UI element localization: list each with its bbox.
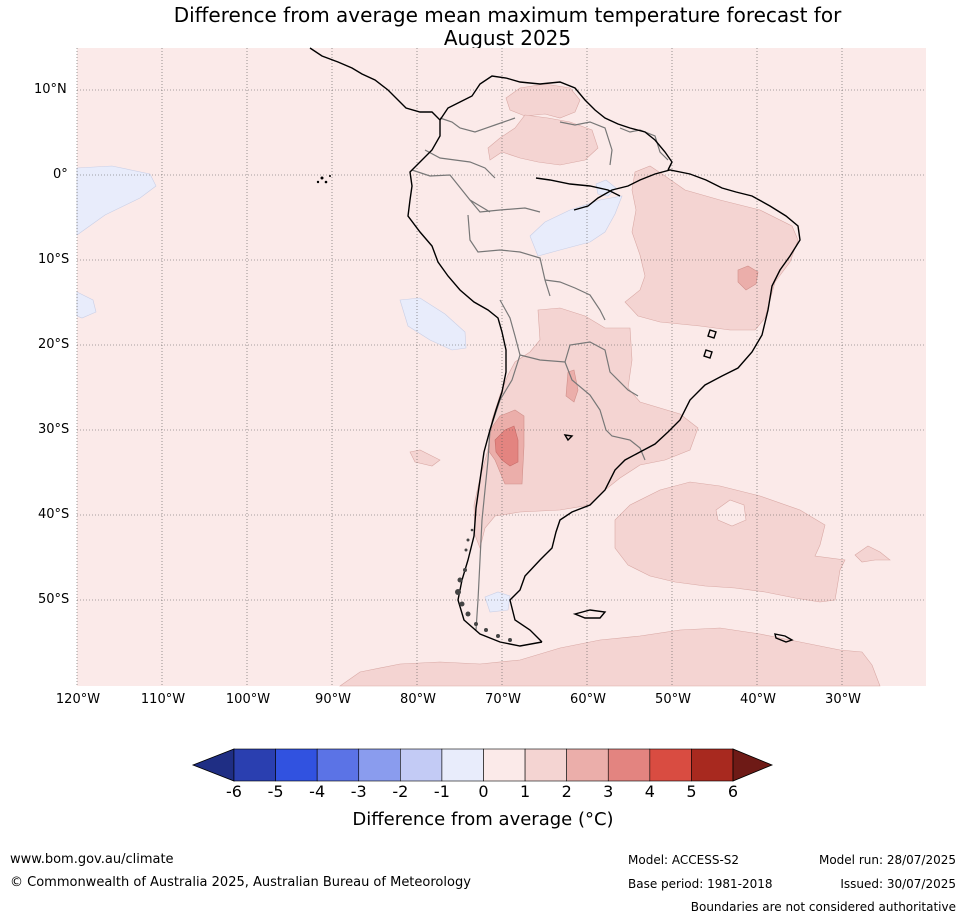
chile-archipelago — [455, 528, 512, 642]
lon-label-40w: 40°W — [740, 692, 776, 707]
footer-model-run: Model run: 28/07/2025 — [818, 853, 956, 867]
lat-label-50s: 50°S — [38, 592, 70, 607]
lon-label-70w: 70°W — [485, 692, 521, 707]
lat-label-30s: 30°S — [38, 422, 70, 437]
colorbar-tick-label: 5 — [686, 782, 697, 801]
colorbar-tick-label: 4 — [644, 782, 655, 801]
colorbar-tick-label: -5 — [267, 782, 284, 801]
colorbar-tick-label: -2 — [392, 782, 409, 801]
colorbar-extend-high — [732, 748, 774, 782]
colorbar-segment — [566, 748, 609, 782]
lon-label-50w: 50°W — [655, 692, 691, 707]
country-borders — [411, 117, 669, 631]
colorbar-title: Difference from average (°C) — [352, 809, 614, 830]
colorbar-segment — [649, 748, 692, 782]
colorbar-segment — [400, 748, 443, 782]
lat-label-10s: 10°S — [38, 252, 70, 267]
footer-issued: Issued: 30/07/2025 — [840, 877, 956, 891]
title-line-2: August 2025 — [443, 26, 572, 50]
footer-copyright: © Commonwealth of Australia 2025, Austra… — [10, 875, 471, 890]
colorbar — [191, 748, 774, 782]
lon-label-60w: 60°W — [570, 692, 606, 707]
colorbar-tick-label: -1 — [433, 782, 450, 801]
colorbar-tick-label: 3 — [603, 782, 614, 801]
lon-label-30w: 30°W — [825, 692, 861, 707]
colorbar-segment — [316, 748, 360, 782]
colorbar-tick-label: 1 — [519, 782, 531, 801]
graticule — [76, 48, 926, 686]
lon-label-120w: 120°W — [55, 692, 101, 707]
lat-label-0: 0° — [53, 167, 68, 182]
lat-label-20s: 20°S — [38, 337, 70, 352]
coastline — [309, 47, 801, 647]
lat-label-10n: 10°N — [34, 82, 67, 97]
galapagos-islands — [316, 175, 331, 184]
title-line-1: Difference from average mean maximum tem… — [173, 3, 842, 27]
colorbar-tick-label: -3 — [350, 782, 367, 801]
cool-anomaly-regions — [76, 165, 623, 613]
colorbar-tick-label: 0 — [478, 782, 489, 801]
lat-label-40s: 40°S — [38, 507, 70, 522]
colorbar-tick-label: -6 — [226, 782, 242, 801]
warm-anomaly-regions-1to2 — [339, 83, 891, 687]
footer-disclaimer: Boundaries are not considered authoritat… — [690, 900, 956, 914]
colorbar-segment — [607, 748, 651, 782]
footer-url[interactable]: www.bom.gov.au/climate — [10, 852, 174, 867]
lon-label-90w: 90°W — [315, 692, 351, 707]
footer-base-period: Base period: 1981-2018 — [628, 877, 773, 891]
colorbar-segment — [483, 748, 526, 782]
colorbar-tick-label: 2 — [561, 782, 572, 801]
colorbar-tick-label: -4 — [309, 782, 326, 801]
lon-label-110w: 110°W — [140, 692, 186, 707]
footer-model: Model: ACCESS-S2 — [628, 853, 740, 867]
lon-label-100w: 100°W — [225, 692, 271, 707]
colorbar-segment — [233, 748, 276, 782]
colorbar-segment — [358, 748, 401, 782]
colorbar-segment — [441, 748, 484, 782]
lon-label-80w: 80°W — [400, 692, 436, 707]
colorbar-segment — [275, 748, 318, 782]
map-title: Difference from average mean maximum tem… — [0, 4, 965, 50]
warm-anomaly-region-3to4 — [494, 425, 519, 467]
colorbar-tick-label: 6 — [727, 782, 739, 801]
colorbar-segment — [524, 748, 567, 782]
colorbar-segment — [691, 748, 734, 782]
colorbar-extend-low — [191, 748, 235, 782]
